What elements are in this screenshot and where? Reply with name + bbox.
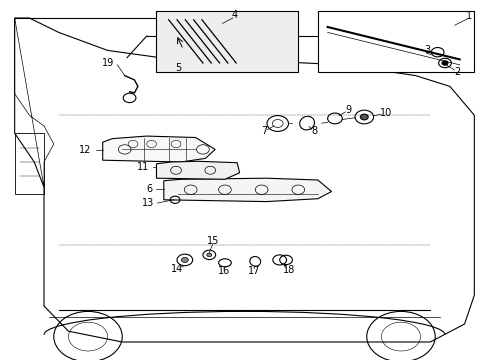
Text: 11: 11 xyxy=(137,162,149,172)
Text: 10: 10 xyxy=(379,108,392,118)
Polygon shape xyxy=(102,136,215,162)
Text: 13: 13 xyxy=(141,198,154,208)
Text: 8: 8 xyxy=(311,126,317,136)
Circle shape xyxy=(181,257,188,262)
Text: 4: 4 xyxy=(231,10,237,20)
Text: 19: 19 xyxy=(101,58,114,68)
Text: 2: 2 xyxy=(453,67,459,77)
Bar xyxy=(156,11,298,72)
Text: 3: 3 xyxy=(424,45,430,55)
Polygon shape xyxy=(156,161,239,179)
Text: 1: 1 xyxy=(466,11,471,21)
Text: 17: 17 xyxy=(247,266,260,276)
Text: 18: 18 xyxy=(283,265,295,275)
Circle shape xyxy=(360,114,367,120)
Text: 9: 9 xyxy=(345,105,350,115)
Text: 12: 12 xyxy=(79,145,92,156)
Bar xyxy=(317,11,473,72)
Text: 7: 7 xyxy=(261,126,266,136)
Text: 15: 15 xyxy=(206,236,219,246)
Text: 6: 6 xyxy=(146,184,152,194)
Circle shape xyxy=(441,61,447,65)
Text: 16: 16 xyxy=(217,266,230,276)
Polygon shape xyxy=(163,178,331,202)
Text: 14: 14 xyxy=(170,264,183,274)
Circle shape xyxy=(206,253,211,257)
Text: 5: 5 xyxy=(175,63,181,73)
